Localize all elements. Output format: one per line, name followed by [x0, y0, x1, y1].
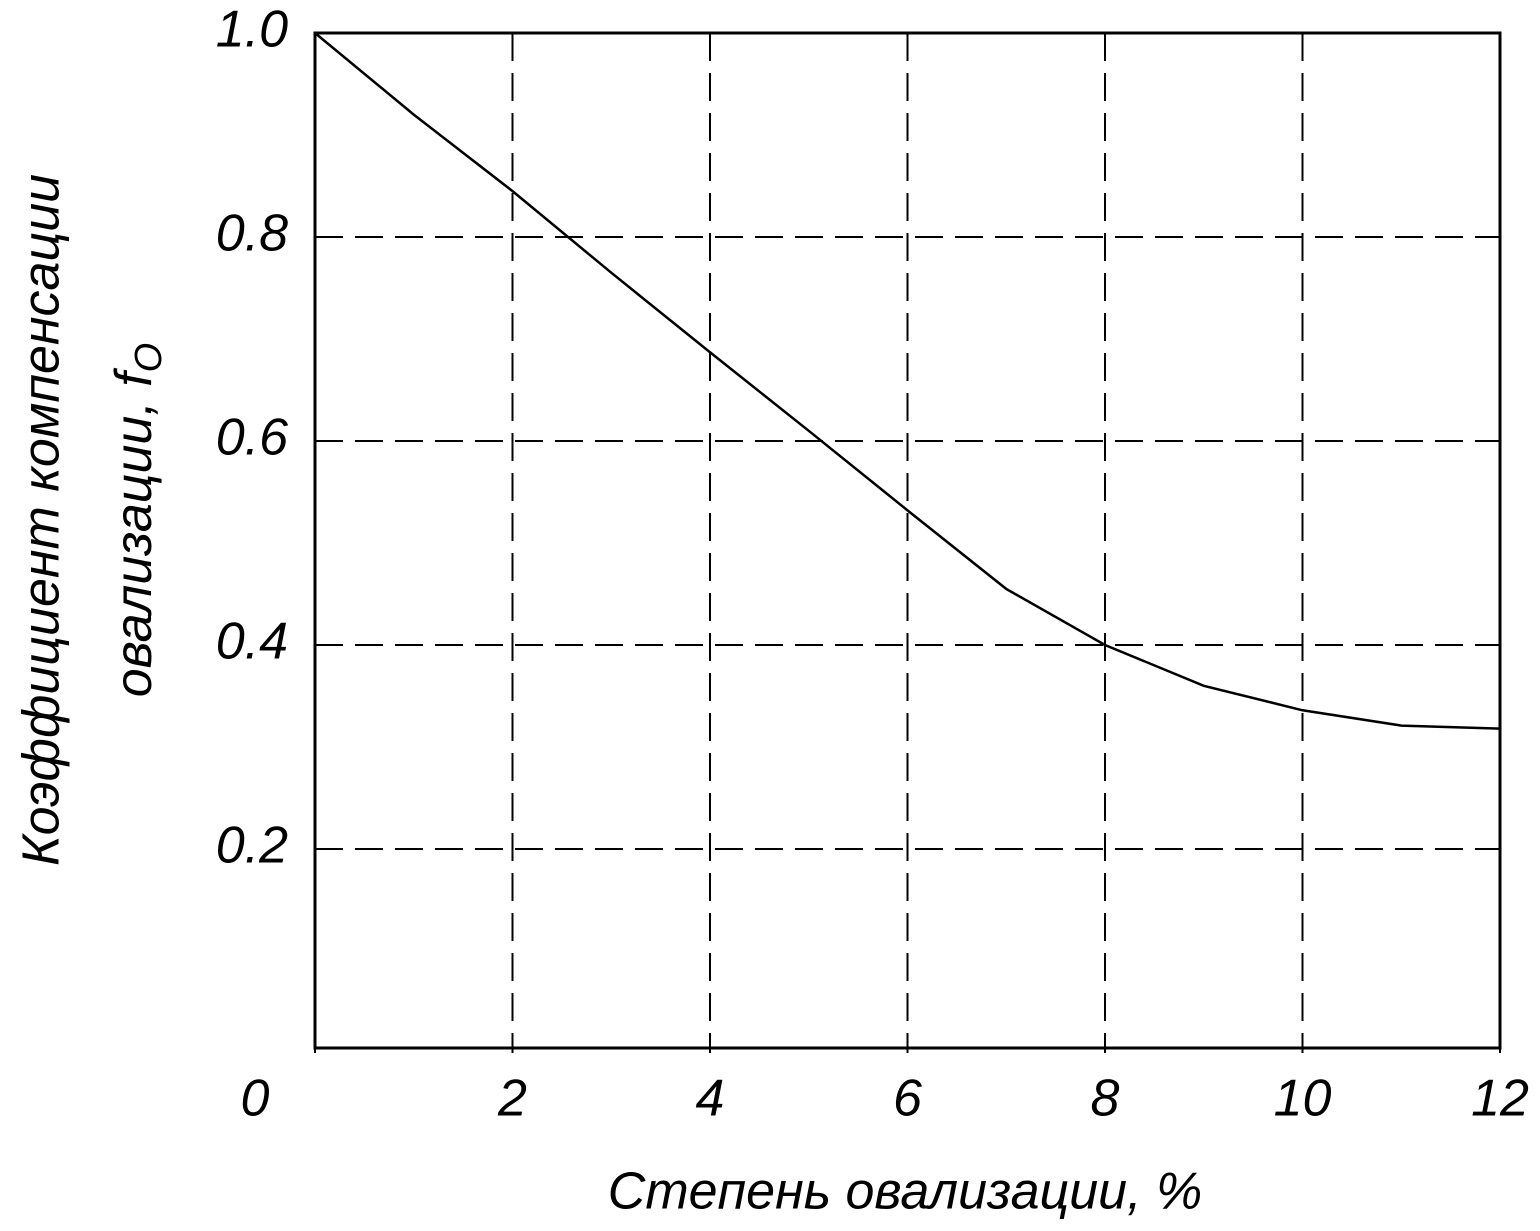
- y-axis-label: овализации, fO: [105, 343, 170, 698]
- x-tick-label: 2: [497, 1070, 527, 1128]
- x-tick-label: 0: [241, 1070, 270, 1128]
- y-axis-label-group: Коэффициент компенсации овализации, fO: [13, 174, 170, 866]
- plot-frame: [313, 31, 1502, 1050]
- y-tick-label: 0.6: [216, 409, 288, 467]
- x-axis-label: Степень овализации, %: [608, 1163, 1202, 1221]
- y-axis-label: Коэффициент компенсации: [13, 174, 71, 866]
- y-axis-label-subscript: O: [128, 343, 170, 373]
- x-tick-label: 10: [1274, 1070, 1332, 1128]
- line-series: [314, 32, 1501, 730]
- x-tick-label: 4: [696, 1070, 725, 1128]
- x-tick-label: 12: [1471, 1070, 1529, 1128]
- y-tick-label: 0.2: [216, 817, 288, 875]
- y-axis-label-line: овализации, f: [105, 368, 163, 697]
- x-tick-label: 8: [1091, 1070, 1120, 1128]
- y-tick-label: 1.0: [216, 1, 288, 59]
- x-tick-label: 6: [893, 1070, 922, 1128]
- y-tick-label: 0.4: [216, 613, 288, 671]
- y-tick-label: 0.8: [216, 205, 288, 263]
